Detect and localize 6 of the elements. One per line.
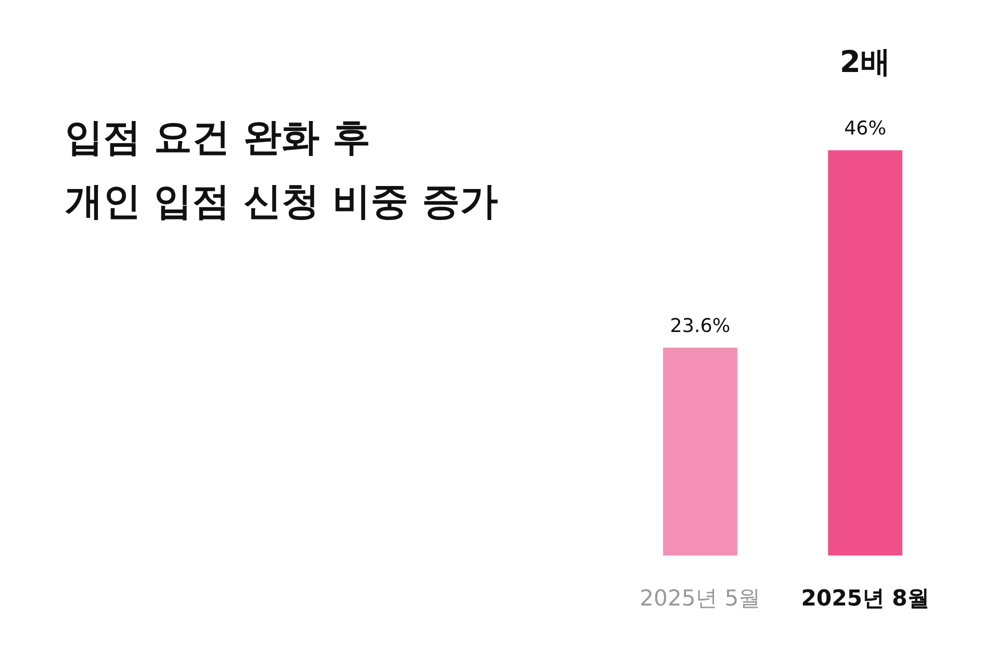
data-label: 46% [844,118,886,140]
x-tick-label: 2025년 8월 [801,586,930,612]
text: 2배 [840,44,891,80]
x-tick-label: 2025년 5월 [640,586,761,612]
data-label: 23.6% [670,315,730,338]
text: 입점 요건 완화 후 개인 입점 신청 비중 증가 [64,115,498,223]
